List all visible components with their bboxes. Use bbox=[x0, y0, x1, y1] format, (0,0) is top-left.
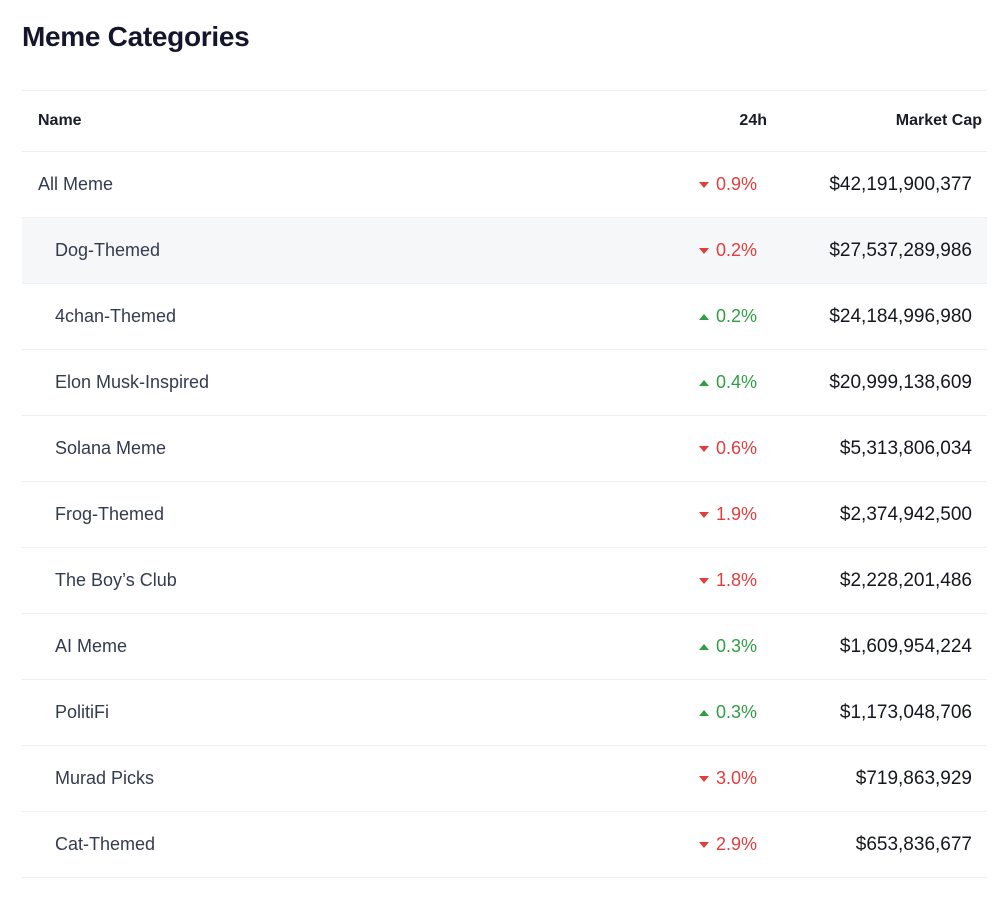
triangle-down-icon bbox=[698, 247, 709, 254]
page: Meme Categories Name 24h Market Cap All … bbox=[22, 21, 987, 878]
market-cap-value: $2,228,201,486 bbox=[839, 569, 972, 591]
table-row[interactable]: PolitiFi 0.3% $1,173,048,706 bbox=[22, 680, 987, 746]
column-header-name[interactable]: Name bbox=[38, 112, 82, 129]
change-24h-cell: 0.2% bbox=[637, 306, 757, 327]
market-cap-value: $1,173,048,706 bbox=[839, 701, 972, 723]
category-name-link[interactable]: All Meme bbox=[38, 174, 114, 194]
table-row[interactable]: Solana Meme 0.6% $5,313,806,034 bbox=[22, 416, 987, 482]
triangle-down-icon bbox=[698, 181, 709, 188]
change-24h-cell: 0.2% bbox=[637, 240, 757, 261]
table-row[interactable]: All Meme 0.9% $42,191,900,377 bbox=[22, 152, 987, 218]
change-value: 2.9% bbox=[715, 834, 757, 854]
table-row[interactable]: 4chan-Themed 0.2% $24,184,996,980 bbox=[22, 284, 987, 350]
change-24h-cell: 0.9% bbox=[637, 174, 757, 195]
change-value: 0.3% bbox=[715, 636, 757, 656]
change-value: 0.6% bbox=[715, 438, 757, 458]
market-cap-value: $653,836,677 bbox=[855, 833, 972, 855]
table-row[interactable]: AI Meme 0.3% $1,609,954,224 bbox=[22, 614, 987, 680]
change-24h-cell: 1.8% bbox=[637, 570, 757, 591]
change-24h-cell: 2.9% bbox=[637, 834, 757, 855]
market-cap-value: $5,313,806,034 bbox=[839, 437, 972, 459]
triangle-up-icon bbox=[698, 643, 709, 650]
market-cap-value: $20,999,138,609 bbox=[829, 371, 972, 393]
market-cap-value: $24,184,996,980 bbox=[829, 305, 972, 327]
change-24h-cell: 0.6% bbox=[637, 438, 757, 459]
column-header-market-cap[interactable]: Market Cap bbox=[895, 112, 982, 129]
triangle-down-icon bbox=[698, 775, 709, 782]
table-row[interactable]: Frog-Themed 1.9% $2,374,942,500 bbox=[22, 482, 987, 548]
change-24h-cell: 0.4% bbox=[637, 372, 757, 393]
table-row[interactable]: Cat-Themed 2.9% $653,836,677 bbox=[22, 812, 987, 878]
triangle-up-icon bbox=[698, 709, 709, 716]
meme-categories-table: Name 24h Market Cap All Meme 0.9% $42,19… bbox=[22, 90, 987, 878]
market-cap-value: $27,537,289,986 bbox=[829, 239, 972, 261]
triangle-up-icon bbox=[698, 379, 709, 386]
change-24h-cell: 1.9% bbox=[637, 504, 757, 525]
triangle-up-icon bbox=[698, 313, 709, 320]
triangle-down-icon bbox=[698, 511, 709, 518]
change-value: 0.4% bbox=[715, 372, 757, 392]
triangle-down-icon bbox=[698, 841, 709, 848]
triangle-down-icon bbox=[698, 445, 709, 452]
category-name-link[interactable]: 4chan-Themed bbox=[55, 306, 177, 326]
market-cap-value: $42,191,900,377 bbox=[829, 173, 972, 195]
change-24h-cell: 0.3% bbox=[637, 636, 757, 657]
table-row[interactable]: Murad Picks 3.0% $719,863,929 bbox=[22, 746, 987, 812]
market-cap-value: $2,374,942,500 bbox=[839, 503, 972, 525]
category-name-link[interactable]: The Boy’s Club bbox=[55, 570, 177, 590]
table-body: All Meme 0.9% $42,191,900,377 Dog-Themed… bbox=[22, 152, 987, 878]
table-row[interactable]: Dog-Themed 0.2% $27,537,289,986 bbox=[22, 218, 987, 284]
category-name-link[interactable]: Cat-Themed bbox=[55, 834, 156, 854]
category-name-link[interactable]: Dog-Themed bbox=[55, 240, 161, 260]
category-name-link[interactable]: Elon Musk-Inspired bbox=[55, 372, 210, 392]
category-name-link[interactable]: Frog-Themed bbox=[55, 504, 165, 524]
market-cap-value: $719,863,929 bbox=[855, 767, 972, 789]
change-value: 0.2% bbox=[715, 306, 757, 326]
change-24h-cell: 3.0% bbox=[637, 768, 757, 789]
table-row[interactable]: The Boy’s Club 1.8% $2,228,201,486 bbox=[22, 548, 987, 614]
category-name-link[interactable]: AI Meme bbox=[55, 636, 128, 656]
change-value: 1.9% bbox=[715, 504, 757, 524]
column-header-24h[interactable]: 24h bbox=[739, 112, 767, 129]
table-row[interactable]: Elon Musk-Inspired 0.4% $20,999,138,609 bbox=[22, 350, 987, 416]
change-24h-cell: 0.3% bbox=[637, 702, 757, 723]
market-cap-value: $1,609,954,224 bbox=[839, 635, 972, 657]
triangle-down-icon bbox=[698, 577, 709, 584]
table-header-row: Name 24h Market Cap bbox=[22, 90, 987, 152]
change-value: 3.0% bbox=[715, 768, 757, 788]
category-name-link[interactable]: Solana Meme bbox=[55, 438, 167, 458]
category-name-link[interactable]: Murad Picks bbox=[55, 768, 155, 788]
category-name-link[interactable]: PolitiFi bbox=[55, 702, 110, 722]
change-value: 0.9% bbox=[715, 174, 757, 194]
change-value: 0.2% bbox=[715, 240, 757, 260]
page-title: Meme Categories bbox=[22, 21, 250, 52]
change-value: 1.8% bbox=[715, 570, 757, 590]
change-value: 0.3% bbox=[715, 702, 757, 722]
